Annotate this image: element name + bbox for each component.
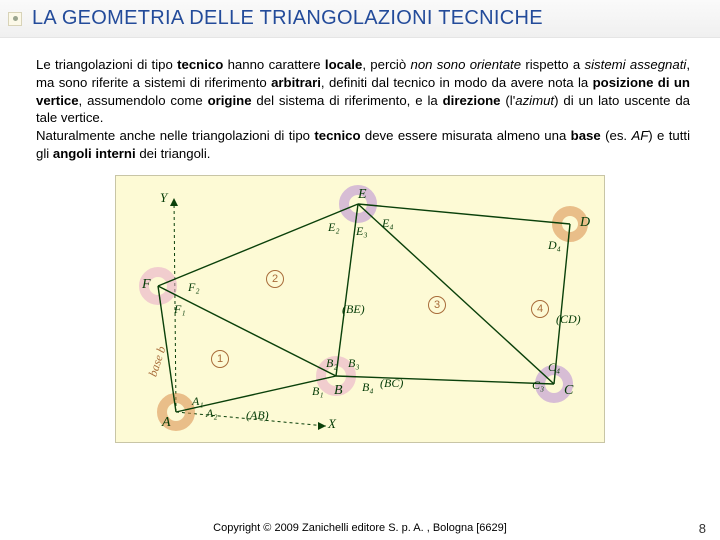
triangle-number: 4 xyxy=(531,300,549,318)
triangle-number: 1 xyxy=(211,350,229,368)
svg-text:X: X xyxy=(327,416,337,431)
angle-label: A₁ xyxy=(192,394,204,409)
svg-text:D: D xyxy=(579,215,590,230)
angle-label: B₃ xyxy=(348,356,360,371)
angle-label: F₁ xyxy=(174,302,186,317)
svg-text:Y: Y xyxy=(160,190,169,205)
svg-text:C: C xyxy=(564,383,574,398)
angle-label: C₄ xyxy=(548,360,560,375)
triangle-number: 3 xyxy=(428,296,446,314)
triangulation-diagram: A F E B C D Y X 1 2 3 4 A₁A₂ F₁F₂ E₂ E₃ E₄ B₁B₂ B₃B₄ C₃ C₄ D… xyxy=(115,175,605,443)
svg-text:A: A xyxy=(161,415,171,430)
bullet-icon xyxy=(8,12,22,26)
page-number: 8 xyxy=(699,521,706,536)
svg-text:B: B xyxy=(334,383,343,398)
side-label: (BE) xyxy=(342,302,365,317)
side-label: (CD) xyxy=(556,312,581,327)
angle-label: B₄ xyxy=(362,380,374,395)
angle-label: E₃ xyxy=(356,224,368,239)
side-label: (BC) xyxy=(380,376,403,391)
svg-text:E: E xyxy=(357,187,367,202)
slide-header: LA GEOMETRIA DELLE TRIANGOLAZIONI TECNIC… xyxy=(0,0,720,38)
svg-text:F: F xyxy=(141,277,151,292)
diagram-container: A F E B C D Y X 1 2 3 4 A₁A₂ F₁F₂ E₂ E₃ E₄ B₁B₂ B₃B₄ C₃ C₄ D… xyxy=(0,171,720,443)
angle-label: A₂ xyxy=(206,406,218,421)
angle-label: E₄ xyxy=(382,216,394,231)
angle-label: F₂ xyxy=(188,280,200,295)
angle-label: C₃ xyxy=(532,378,544,393)
side-label: (AB) xyxy=(246,408,269,423)
angle-label: B₁ xyxy=(312,384,324,399)
slide-title: LA GEOMETRIA DELLE TRIANGOLAZIONI TECNIC… xyxy=(32,7,543,30)
angle-label: D₄ xyxy=(548,238,561,253)
triangle-number: 2 xyxy=(266,270,284,288)
body-paragraph: Le triangolazioni di tipo tecnico hanno … xyxy=(0,38,720,171)
angle-label: B₂ xyxy=(326,356,338,371)
angle-label: E₂ xyxy=(328,220,340,235)
copyright-text: Copyright © 2009 Zanichelli editore S. p… xyxy=(0,522,720,534)
